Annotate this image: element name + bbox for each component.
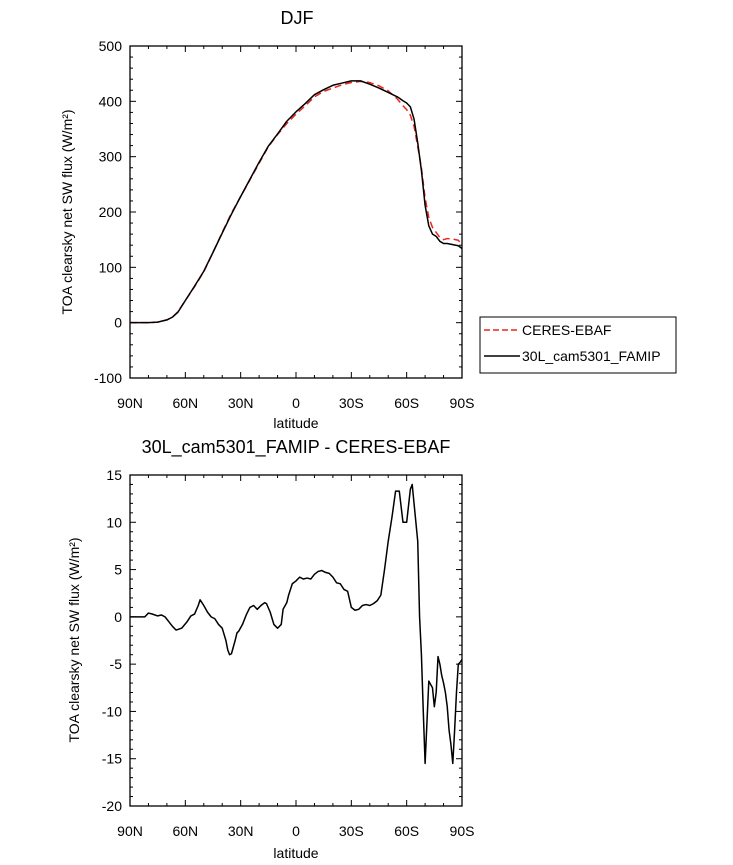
series-line-difference xyxy=(130,483,463,765)
y-tick-label: 0 xyxy=(114,609,122,625)
y-tick-label: -10 xyxy=(102,703,122,719)
legend-box xyxy=(479,316,677,374)
y-axis: -100 0 100 200 300 400 500 xyxy=(94,38,462,386)
x-tick-label: 90S xyxy=(450,395,475,411)
x-tick-label: 60S xyxy=(394,395,419,411)
x-tick-label: 90S xyxy=(450,823,475,839)
plot-data xyxy=(130,483,463,765)
panel-climatology: DJF -100 0 100 200 300 400 500 90N 60N 30N 0 30S 60… xyxy=(59,8,677,431)
y-tick-label: 200 xyxy=(99,204,123,220)
x-tick-label: 90N xyxy=(117,823,143,839)
x-axis-label: latitude xyxy=(273,415,318,431)
y-tick-label: 15 xyxy=(106,467,122,483)
y-tick-label: 400 xyxy=(99,93,123,109)
y-tick-label: 500 xyxy=(99,38,123,54)
y-tick-label: 300 xyxy=(99,149,123,165)
y-tick-label: -15 xyxy=(102,751,122,767)
legend-label-model: 30L_cam5301_FAMIP xyxy=(522,348,661,364)
y-tick-label: 100 xyxy=(99,259,123,275)
x-tick-label: 60N xyxy=(172,823,198,839)
x-axis: 90N 60N 30N 0 30S 60S 90S xyxy=(117,46,474,411)
series-line-ceres-ebaf xyxy=(130,80,463,324)
y-tick-label: -20 xyxy=(102,798,122,814)
y-tick-label: 10 xyxy=(106,514,122,530)
plot-data xyxy=(130,80,463,324)
x-axis-label: latitude xyxy=(273,845,318,861)
y-axis-label: TOA clearsky net SW flux (W/m²) xyxy=(59,109,75,314)
legend: CERES-EBAF 30L_cam5301_FAMIP xyxy=(479,316,677,374)
x-tick-label: 60N xyxy=(172,395,198,411)
x-tick-label: 30N xyxy=(228,823,254,839)
chart-title: 30L_cam5301_FAMIP - CERES-EBAF xyxy=(142,437,451,458)
x-tick-label: 30N xyxy=(228,395,254,411)
x-tick-label: 0 xyxy=(292,395,300,411)
x-tick-label: 90N xyxy=(117,395,143,411)
y-tick-label: 5 xyxy=(114,562,122,578)
y-tick-label: -5 xyxy=(110,656,123,672)
x-tick-label: 60S xyxy=(394,823,419,839)
x-tick-label: 0 xyxy=(292,823,300,839)
series-line-30l-cam5301-famip xyxy=(130,80,463,324)
legend-label-ceres: CERES-EBAF xyxy=(522,322,611,338)
y-tick-label: 0 xyxy=(114,315,122,331)
chart-title: DJF xyxy=(281,8,314,28)
x-axis: 90N 60N 30N 0 30S 60S 90S xyxy=(117,475,474,839)
y-axis-label: TOA clearsky net SW flux (W/m²) xyxy=(66,537,82,742)
x-tick-label: 30S xyxy=(339,823,364,839)
panel-difference: 30L_cam5301_FAMIP - CERES-EBAF -20 -15 -10… xyxy=(66,437,474,861)
y-axis: -20 -15 -10 -5 0 5 10 15 xyxy=(102,467,462,814)
x-tick-label: 30S xyxy=(339,395,364,411)
plot-frame xyxy=(129,45,463,379)
y-tick-label: -100 xyxy=(94,370,122,386)
plot-frame xyxy=(129,474,463,807)
